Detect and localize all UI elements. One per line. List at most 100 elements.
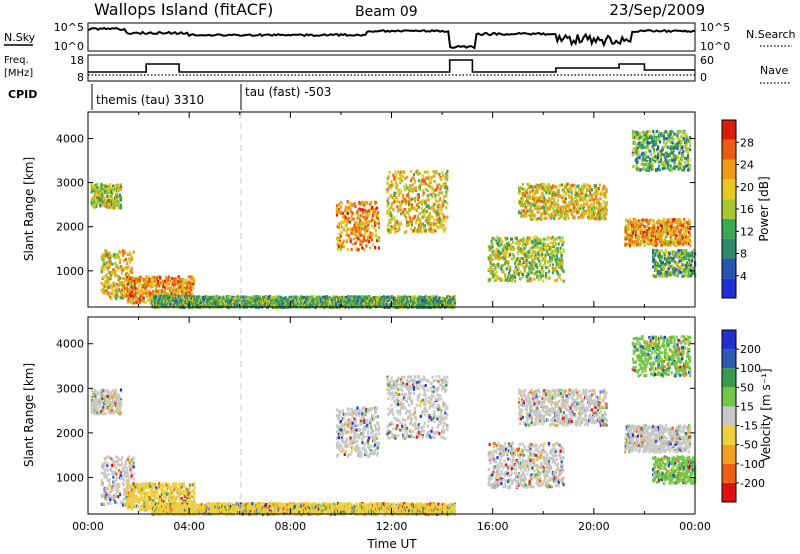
echo-cell — [347, 201, 350, 205]
echo-cell — [443, 229, 446, 233]
echo-cell — [371, 303, 374, 307]
echo-cell — [426, 189, 429, 193]
echo-cell — [546, 211, 549, 215]
echo-cell — [161, 282, 164, 286]
echo-cell — [516, 263, 519, 267]
echo-cell — [100, 185, 103, 189]
echo-cell — [519, 257, 522, 260]
echo-cell — [280, 299, 283, 303]
echo-cell — [431, 223, 434, 227]
echo-cell — [113, 199, 116, 203]
nave-label: Nave — [760, 64, 788, 77]
echo-cell — [542, 212, 545, 216]
echo-cell — [413, 207, 417, 211]
echo-cell — [440, 178, 443, 182]
echo-cell — [432, 190, 435, 193]
echo-cell — [402, 175, 405, 178]
echo-cell — [128, 293, 132, 297]
echo-cell — [100, 281, 103, 285]
echo-cell — [133, 285, 136, 289]
echo-cell — [421, 182, 424, 186]
echo-cell — [546, 243, 550, 247]
echo-cell — [367, 220, 370, 224]
echo-cell — [495, 263, 498, 267]
echo-cell — [112, 189, 115, 193]
echo-cell — [103, 257, 106, 261]
echo-cell — [536, 244, 539, 248]
echo-cell — [425, 198, 428, 202]
echo-cell — [109, 256, 112, 260]
echo-cell — [124, 257, 127, 261]
noise-tick-left-low: 10^0 — [54, 40, 84, 53]
echo-cell — [518, 239, 521, 243]
echo-cell — [416, 215, 419, 218]
echo-cell — [107, 278, 110, 282]
echo-cell — [407, 220, 410, 224]
echo-cell — [123, 287, 127, 291]
echo-cell — [404, 177, 407, 180]
echo-cell — [136, 287, 139, 291]
echo-cell — [552, 192, 555, 196]
nave-tick-low: 0 — [700, 71, 707, 84]
echo-cell — [118, 283, 121, 287]
echo-cell — [528, 236, 531, 240]
echo-cell — [376, 217, 380, 220]
echo-cell — [542, 200, 545, 204]
echo-cell — [422, 191, 425, 195]
echo-cell — [427, 198, 430, 202]
echo-cell — [418, 212, 421, 215]
echo-cell — [444, 227, 447, 230]
echo-cell — [335, 302, 338, 306]
echo-cell — [415, 209, 418, 212]
echo-cell — [106, 184, 109, 188]
echo-cell — [165, 302, 168, 306]
echo-cell — [556, 236, 559, 240]
echo-cell — [92, 204, 95, 208]
echo-cell — [177, 284, 180, 288]
echo-cell — [180, 300, 183, 304]
echo-cell — [400, 222, 403, 226]
echo-cell — [345, 233, 348, 237]
echo-cell — [131, 276, 134, 280]
cpid-mode-themis: themis (tau) 3310 — [96, 93, 204, 107]
echo-cell — [557, 262, 560, 266]
echo-cell — [130, 266, 133, 270]
echo-cell — [125, 294, 129, 297]
echo-cell — [121, 253, 125, 257]
date-label: 23/Sep/2009 — [609, 1, 705, 19]
echo-cell — [161, 300, 164, 304]
echo-cell — [166, 278, 170, 282]
echo-cell — [533, 277, 536, 281]
echo-cell — [192, 282, 195, 286]
echo-cell — [416, 169, 419, 173]
echo-cell — [360, 233, 363, 237]
echo-cell — [154, 300, 157, 304]
echo-cell — [526, 200, 529, 204]
echo-cell — [161, 295, 165, 299]
echo-cell — [136, 280, 139, 284]
cpid-mode-fast: tau (fast) -503 — [245, 85, 331, 99]
echo-cell — [161, 302, 165, 306]
echo-cell — [336, 237, 339, 241]
echo-cell — [103, 282, 106, 286]
echo-cell — [127, 273, 130, 277]
echo-cell — [418, 218, 421, 222]
echo-cell — [120, 265, 123, 269]
echo-cell — [154, 291, 157, 295]
echo-cell — [145, 284, 148, 288]
echo-cell — [439, 191, 442, 195]
echo-cell — [193, 277, 196, 281]
echo-cell — [342, 227, 345, 231]
echo-cell — [547, 270, 551, 274]
echo-cell — [204, 295, 207, 299]
echo-cell — [147, 275, 150, 279]
echo-cell — [138, 279, 141, 283]
echo-cell — [525, 191, 528, 195]
echo-cell — [191, 276, 194, 280]
echo-cell — [390, 205, 393, 209]
echo-cell — [536, 190, 539, 194]
echo-cell — [118, 275, 121, 279]
echo-cell — [129, 299, 132, 303]
echo-cell — [346, 220, 349, 224]
echo-cell — [530, 185, 533, 188]
